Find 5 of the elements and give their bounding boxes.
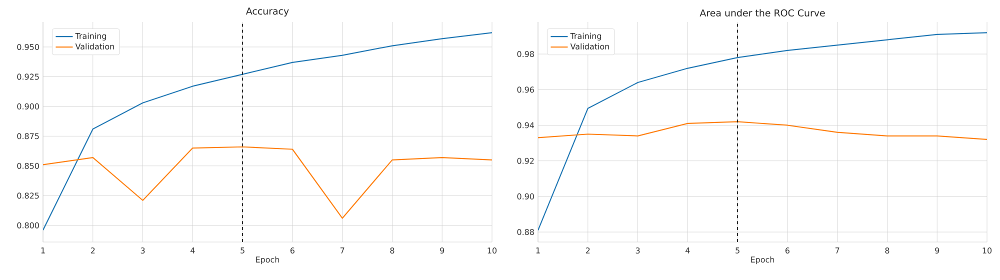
- chart-title: Accuracy: [246, 8, 289, 16]
- line-series: [43, 32, 492, 231]
- line-series: [43, 146, 492, 219]
- line-series: [538, 121, 988, 140]
- chart-title: Area under the ROC Curve: [700, 9, 825, 17]
